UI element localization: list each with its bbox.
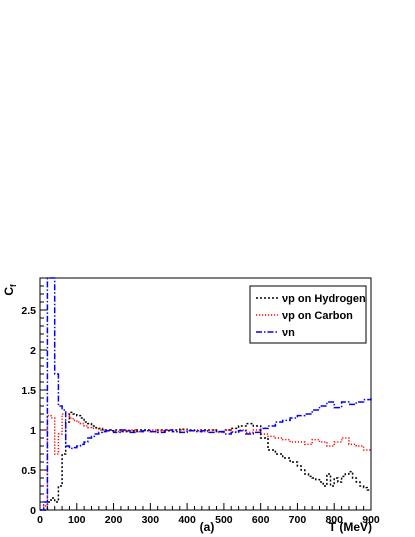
x-tick-label: 100 bbox=[68, 514, 86, 526]
x-tick-label: 200 bbox=[105, 514, 123, 526]
y-tick-label: 0.5 bbox=[21, 465, 36, 477]
x-axis-title: T (MeV) bbox=[329, 520, 372, 534]
x-tick-label: 500 bbox=[215, 514, 233, 526]
x-tick-label: 400 bbox=[178, 514, 196, 526]
y-tick-label: 1.5 bbox=[21, 385, 36, 397]
x-tick-label: 300 bbox=[142, 514, 160, 526]
series-line-neutron bbox=[40, 277, 372, 511]
legend-label-neutron: νn bbox=[282, 327, 295, 339]
x-tick-label: 700 bbox=[289, 514, 307, 526]
legend-label-carbon: νp on Carbon bbox=[282, 310, 353, 322]
x-tick-label: 800 bbox=[325, 514, 343, 526]
x-tick-label: 600 bbox=[252, 514, 270, 526]
y-tick-label: 0 bbox=[30, 505, 36, 517]
legend-box bbox=[249, 285, 367, 344]
legend: νp on Hydrogen νp on Carbon νn bbox=[249, 285, 367, 344]
y-axis-title-subscript: f bbox=[9, 284, 18, 287]
axis-ticks: 0 100 200 300 400 500 600 700 800 900 0 0.5 1 1.5 2 2.5 bbox=[21, 285, 380, 526]
x-tick-label: 900 bbox=[362, 514, 380, 526]
y-axis-title: Cf bbox=[2, 284, 18, 296]
series-line-carbon bbox=[40, 413, 371, 511]
series-layer bbox=[40, 277, 372, 511]
legend-label-hydrogen: νp on Hydrogen bbox=[282, 293, 366, 305]
y-axis-title-main: C bbox=[2, 287, 16, 296]
y-tick-label: 1 bbox=[30, 425, 36, 437]
y-tick-label: 2 bbox=[30, 345, 36, 357]
series-line-hydrogen bbox=[40, 411, 371, 511]
panel-label: (a) bbox=[200, 520, 215, 534]
y-tick-label: 2.5 bbox=[21, 305, 36, 317]
x-tick-label: 0 bbox=[37, 514, 43, 526]
